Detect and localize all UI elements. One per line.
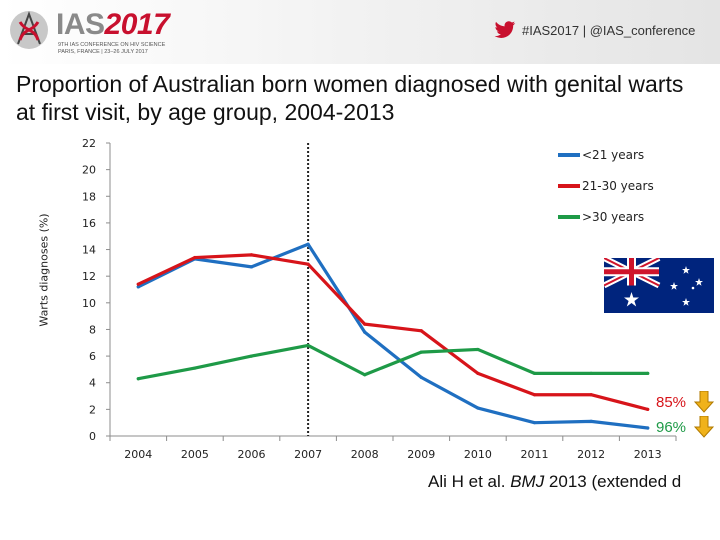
logo-subtitle-line2: PARIS, FRANCE | 23–26 JULY 2017 [58,49,148,55]
y-tick-label: 10 [82,297,96,310]
y-tick-label: 18 [82,190,96,203]
x-tick-label: 2012 [577,448,605,461]
series-point [646,426,650,430]
series-point [419,375,423,379]
series-point [589,393,593,397]
reduction-21-30-label: 85% [656,394,687,411]
y-tick-label: 22 [82,137,96,150]
ias-logo-icon [10,11,48,49]
series-point [532,421,537,425]
series-point [476,347,480,352]
x-tick-label: 2004 [124,448,152,461]
series-point [249,354,254,358]
series-point [249,265,254,269]
y-tick-label: 12 [82,270,96,283]
x-tick-label: 2011 [521,448,549,461]
series-point [646,371,650,376]
series-point [136,377,140,381]
series-point [476,371,480,376]
series-line-1 [136,253,650,411]
series-point [419,329,423,333]
x-tick-label: 2010 [464,448,492,461]
y-tick-label: 16 [82,217,96,230]
legend-label: 21-30 years [582,179,654,193]
series-point [419,350,423,354]
down-arrow-icon [694,416,714,438]
series-line-2 [136,343,650,381]
series-point [193,366,197,370]
citation-text: Ali H et al. BMJ 2013 (extended d [428,472,682,491]
x-tick-label: 2006 [238,448,266,461]
twitter-bird-icon [494,21,516,38]
series-point [589,371,593,376]
slide-title: Proportion of Australian born women diag… [16,71,684,125]
x-tick-label: 2008 [351,448,379,461]
conference-header: IAS2017 9TH IAS CONFERENCE ON HIV SCIENC… [0,0,720,64]
y-tick-label: 14 [82,244,96,257]
series-point [306,262,310,266]
y-tick-label: 4 [89,377,96,390]
legend-label: <21 years [582,148,644,162]
y-tick-label: 6 [89,350,96,363]
series-point [646,407,650,411]
x-tick-label: 2005 [181,448,209,461]
australian-flag-icon [604,258,714,313]
series-point [532,393,537,397]
y-tick-label: 2 [89,403,96,416]
down-arrow-icon [694,391,714,413]
y-tick-label: 0 [89,430,96,443]
series-point [306,242,310,246]
series-point [363,330,367,334]
series-point [532,371,537,376]
y-tick-label: 8 [89,323,96,336]
series-point [363,373,367,377]
series-line-0 [136,242,650,430]
series-point [193,255,197,260]
logo-subtitle-line1: 9TH IAS CONFERENCE ON HIV SCIENCE [58,42,166,48]
social-hashtag-text: #IAS2017 | @IAS_conference [522,23,696,38]
series-point [476,406,480,410]
series-point [249,253,254,257]
legend-label: >30 years [582,210,644,224]
x-tick-label: 2007 [294,448,322,461]
series-point [136,282,140,286]
series-point [589,419,593,423]
y-tick-label: 20 [82,164,96,177]
x-tick-label: 2009 [407,448,435,461]
series-point [363,322,367,326]
series-point [136,285,140,289]
x-tick-label: 2013 [634,448,662,461]
ias-logo-text: IAS2017 [56,8,170,41]
series-point [306,343,310,348]
reduction-under-21-label: 96% [656,419,687,436]
